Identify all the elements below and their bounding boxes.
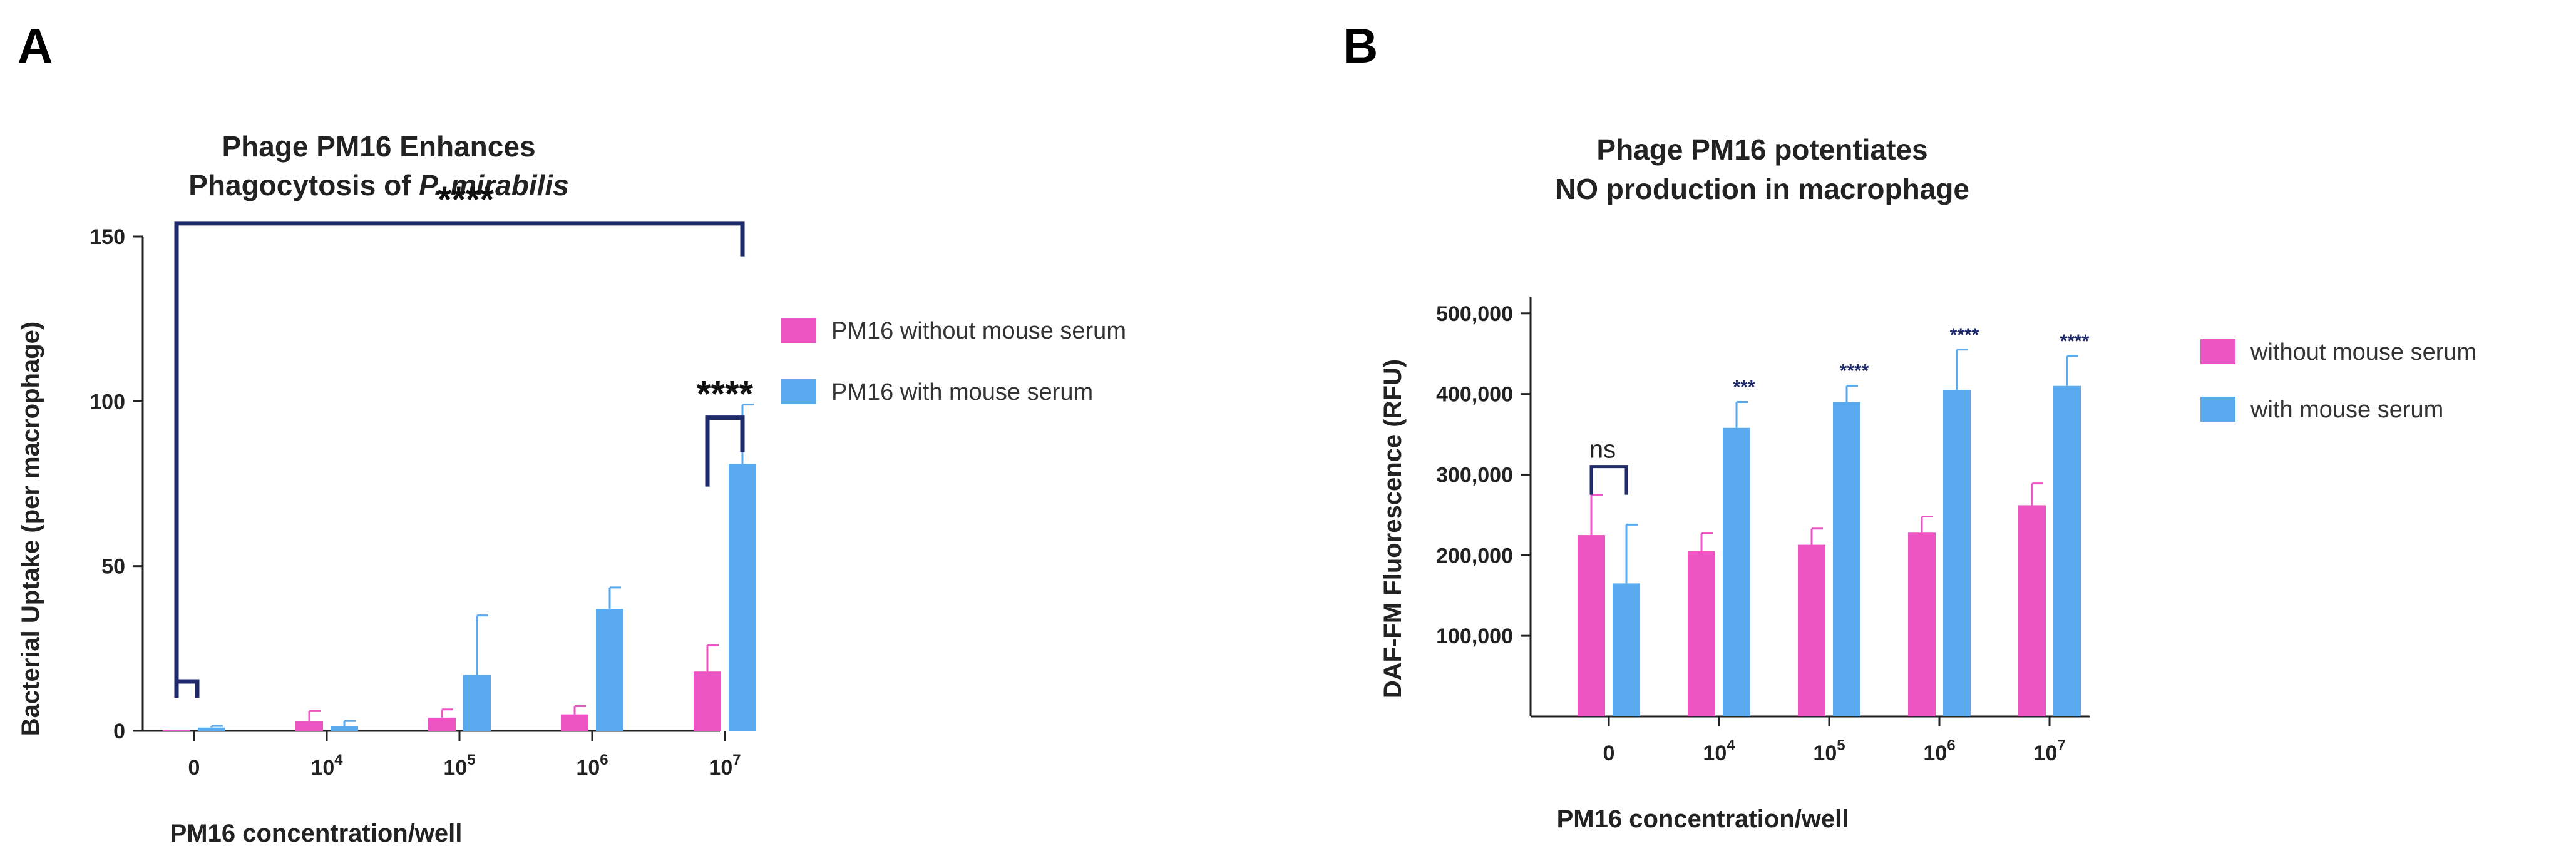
chart-1-bar: [2053, 385, 2081, 716]
chart-1-y-tick-label: 300,000: [1436, 463, 1513, 487]
chart-1-bar: [1578, 535, 1605, 716]
chart-b-title-line1: Phage PM16 potentiates: [1596, 133, 1927, 166]
chart-1-bar: [1688, 551, 1715, 716]
chart-1-bar: [1723, 427, 1750, 716]
chart-b-plot: 100,000 200,000 300,000 400,000 500,000 0 104 1…: [1436, 297, 2090, 765]
chart-1-x-tick-label: 107: [2033, 737, 2065, 765]
chart-1-bar: [1613, 583, 1640, 716]
chart-0-x-tick-label: 107: [709, 751, 741, 780]
chart-0-significance-label: ****: [438, 180, 495, 220]
chart-0-y-tick-label: 150: [90, 225, 125, 249]
chart-a-title-line2-prefix: Phagocytosis of: [188, 169, 419, 201]
chart-1-legend-swatch: [2200, 339, 2235, 364]
chart-0-bar: [163, 730, 190, 731]
chart-a-title-line1: Phage PM16 Enhances: [222, 130, 535, 163]
chart-1-legend-swatch: [2200, 397, 2235, 422]
chart-a-title-line2-italic: P. mirabilis: [419, 169, 569, 201]
chart-1-x-tick-label: 0: [1603, 741, 1615, 765]
chart-b-title-line2: NO production in macrophage: [1555, 173, 1969, 205]
chart-0-legend-swatch: [781, 318, 816, 343]
chart-0-bar: [198, 727, 225, 731]
chart-1-significance-label: ***: [1733, 377, 1755, 398]
chart-b-y-axis-label: DAF-FM Fluorescence (RFU): [1379, 359, 1407, 698]
chart-0-significance-hook: [177, 679, 200, 698]
chart-0-significance-label: ****: [697, 374, 754, 415]
chart-0-significance-bracket: [174, 221, 745, 698]
chart-0-bar: [694, 671, 721, 731]
chart-1-y-tick-label: 500,000: [1436, 302, 1513, 326]
chart-0-bar: [428, 717, 456, 731]
chart-0-y-tick-label: 0: [113, 720, 125, 743]
chart-0-y-tick-label: 100: [90, 390, 125, 414]
chart-1-legend-label: with mouse serum: [2250, 397, 2443, 423]
chart-1-y-tick-label: 200,000: [1436, 544, 1513, 568]
chart-1-bar: [2018, 505, 2046, 716]
chart-1-y-tick-label: 100,000: [1436, 624, 1513, 648]
chart-0-legend-swatch: [781, 379, 816, 404]
chart-0-bar: [295, 721, 323, 731]
chart-1-y-tick-label: 400,000: [1436, 383, 1513, 407]
chart-1-bar: [1908, 532, 1936, 716]
chart-a-plot: 0 50 100 150 0 104 105 106 107 **** ****: [90, 180, 756, 780]
chart-0-bar: [729, 464, 756, 731]
panel-letter-a: A: [18, 18, 53, 73]
chart-0-x-tick-label: 105: [443, 751, 475, 780]
chart-1-x-tick-label: 106: [1923, 737, 1955, 765]
chart-a-y-axis-label: Bacterial Uptake (per macrophage): [17, 322, 44, 736]
chart-0-significance-bracket: [705, 415, 745, 487]
chart-0-bar: [561, 714, 588, 731]
chart-1-bar: [1833, 402, 1860, 716]
chart-0-x-tick-label: 106: [576, 751, 608, 780]
chart-1-bar: [1943, 390, 1971, 716]
chart-1-significance-bracket: [1589, 465, 1628, 495]
chart-1-x-tick-label: 105: [1813, 737, 1845, 765]
chart-0-legend-label: PM16 without mouse serum: [831, 318, 1126, 344]
chart-1-significance-label: ****: [1840, 361, 1869, 382]
chart-b-x-axis-label: PM16 concentration/well: [1557, 805, 1849, 833]
chart-1-significance-label: ns: [1589, 436, 1616, 464]
panel-b: B Phage PM16 potentiates NO production i…: [1343, 18, 2476, 833]
chart-1-x-tick-label: 104: [1703, 737, 1735, 765]
chart-0-bar: [463, 675, 491, 731]
chart-a-legend: PM16 without mouse serum PM16 with mouse …: [781, 318, 1126, 405]
chart-a-x-axis-label: PM16 concentration/well: [170, 820, 463, 847]
chart-1-significance-label: ****: [2060, 331, 2090, 352]
chart-b-legend: without mouse serum with mouse serum: [2200, 339, 2476, 423]
chart-0-bar: [596, 609, 623, 731]
chart-1-bar: [1798, 544, 1825, 716]
chart-1-legend-label: without mouse serum: [2250, 339, 2476, 365]
chart-0-bar: [331, 726, 358, 731]
panel-a: A Phage PM16 Enhances Phagocytosis of P.…: [17, 18, 1126, 847]
chart-0-legend-label: PM16 with mouse serum: [831, 379, 1093, 405]
panel-letter-b: B: [1343, 18, 1378, 73]
chart-0-x-tick-label: 104: [310, 751, 343, 780]
chart-0-x-tick-label: 0: [188, 756, 200, 780]
chart-a-title-line2: Phagocytosis of P. mirabilis: [188, 169, 569, 201]
chart-1-significance-label: ****: [1950, 325, 1979, 345]
chart-0-y-tick-label: 50: [101, 555, 125, 579]
